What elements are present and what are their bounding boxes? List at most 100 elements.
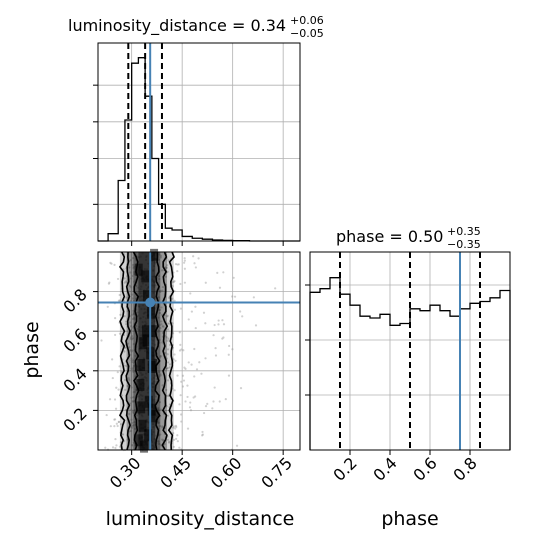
sample-point <box>130 444 134 447</box>
sample-point <box>125 296 128 299</box>
sample-point <box>171 284 174 288</box>
sample-point <box>184 400 187 403</box>
sample-point <box>231 348 234 351</box>
sample-point <box>153 446 156 449</box>
sample-point <box>130 277 133 280</box>
sample-point <box>168 363 172 366</box>
sample-point <box>141 373 144 376</box>
sample-point <box>133 318 136 321</box>
sample-point <box>159 308 162 312</box>
sample-point <box>133 427 137 430</box>
sample-point <box>126 384 129 388</box>
luminosity-distance-histogram-panel <box>93 42 301 246</box>
sample-point <box>154 307 157 310</box>
sample-point <box>130 350 133 353</box>
sample-point <box>131 359 135 362</box>
x-tick-label-luminosity-distance: 0.75 <box>257 453 296 492</box>
sample-point <box>130 418 133 421</box>
sample-point <box>176 440 179 443</box>
sample-point <box>164 352 167 355</box>
sample-point <box>165 367 168 370</box>
sample-point <box>158 370 161 374</box>
sample-point <box>138 412 141 416</box>
sample-point <box>152 376 156 379</box>
sample-point <box>254 324 258 327</box>
sample-point <box>132 411 135 414</box>
sample-point <box>114 407 118 410</box>
sample-point <box>151 342 154 345</box>
sample-point <box>159 289 162 292</box>
sample-point <box>186 395 189 399</box>
sample-point <box>192 396 195 399</box>
sample-point <box>214 354 218 357</box>
sample-point <box>130 429 133 433</box>
y-tick-label-phase: 0.6 <box>59 325 90 356</box>
y-tick-label-phase: 0.4 <box>59 364 90 395</box>
sample-point <box>123 350 126 353</box>
sample-point <box>137 329 141 332</box>
sample-point <box>130 338 134 341</box>
sample-point <box>133 408 136 412</box>
sample-point <box>173 389 176 392</box>
sample-point <box>100 339 103 342</box>
sample-point <box>139 292 142 295</box>
sample-point <box>175 425 178 429</box>
sample-point <box>125 365 128 368</box>
density-cell <box>134 434 143 447</box>
sample-point <box>157 296 160 299</box>
sample-point <box>151 385 154 388</box>
sample-point <box>146 391 150 394</box>
sample-point <box>114 437 117 441</box>
panel-frame <box>97 42 301 242</box>
sample-point <box>131 257 135 260</box>
density-cell <box>136 378 145 391</box>
sample-point <box>231 295 234 298</box>
sample-point <box>129 321 132 324</box>
sample-point <box>142 304 145 307</box>
sample-point <box>111 376 114 380</box>
sample-point <box>174 359 177 362</box>
sample-point <box>130 396 133 399</box>
sample-point <box>167 337 170 340</box>
density-cell <box>147 403 156 416</box>
sample-point <box>132 391 135 394</box>
sample-point <box>165 266 168 269</box>
density-cell <box>150 410 159 423</box>
sample-point <box>183 366 186 369</box>
sample-point <box>159 290 162 293</box>
sample-point <box>129 259 132 262</box>
sample-point <box>239 310 242 313</box>
truth-marker <box>145 297 156 308</box>
sample-point <box>173 425 176 428</box>
contour-line <box>125 251 131 451</box>
sample-point <box>130 313 134 316</box>
sample-point <box>113 425 116 428</box>
sample-point <box>182 349 185 352</box>
sample-point <box>183 257 186 260</box>
sample-point <box>109 425 112 428</box>
sample-point <box>139 317 142 320</box>
sample-point <box>139 255 142 258</box>
sample-point <box>198 361 201 364</box>
sample-point <box>216 271 219 274</box>
sample-point <box>222 271 225 274</box>
sample-point <box>157 330 160 333</box>
sample-point <box>218 286 222 289</box>
sample-point <box>173 308 177 311</box>
sample-point <box>132 396 135 399</box>
sample-point <box>173 299 176 302</box>
sample-point <box>128 412 131 416</box>
sample-point <box>131 424 134 427</box>
sample-point <box>165 336 168 339</box>
sample-point <box>164 266 167 269</box>
sample-point <box>113 418 117 421</box>
sample-point <box>157 274 161 278</box>
sample-point <box>153 285 156 288</box>
sample-point <box>179 282 182 286</box>
sample-point <box>158 401 162 404</box>
sample-point <box>124 378 127 382</box>
sample-point <box>132 313 136 316</box>
sample-point <box>166 339 169 342</box>
sample-point <box>193 375 196 378</box>
title-ld-upper: +0.06 <box>290 14 324 27</box>
